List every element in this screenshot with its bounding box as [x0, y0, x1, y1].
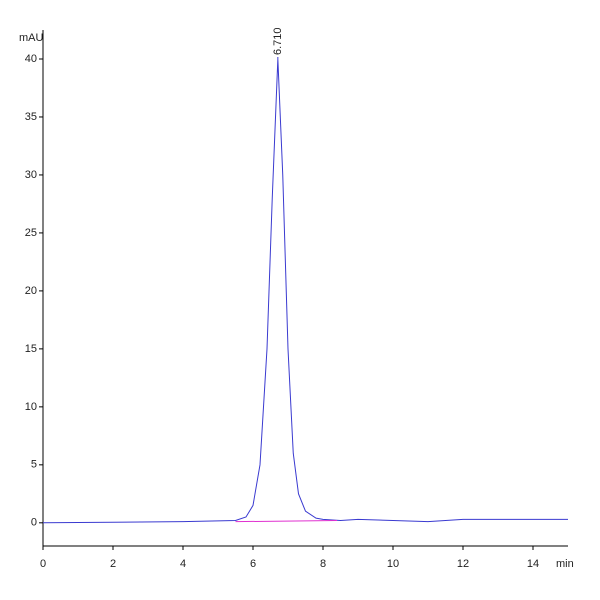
y-tick-label: 40: [25, 53, 37, 65]
y-tick-label: 20: [25, 285, 37, 297]
y-tick-label: 25: [25, 227, 37, 239]
peak-label: 6.710: [272, 27, 284, 55]
x-tick-label: 8: [320, 558, 326, 570]
y-tick-label: 0: [31, 517, 37, 529]
y-tick-label: 15: [25, 343, 37, 355]
y-tick-label: 10: [25, 401, 37, 413]
trace: [235, 519, 338, 523]
y-axis-label: mAU: [19, 32, 44, 44]
y-tick-label: 30: [25, 169, 37, 181]
y-tick-label: 5: [31, 459, 37, 471]
x-tick-label: 10: [387, 558, 399, 570]
x-tick-label: 14: [527, 558, 539, 570]
x-tick-label: 12: [457, 558, 469, 570]
x-tick-label: 2: [110, 558, 116, 570]
x-tick-label: 4: [180, 558, 186, 570]
y-tick-label: 35: [25, 111, 37, 123]
x-tick-label: 0: [40, 558, 46, 570]
x-axis-label: min: [556, 558, 574, 570]
trace: [42, 58, 568, 524]
x-tick-label: 6: [250, 558, 256, 570]
